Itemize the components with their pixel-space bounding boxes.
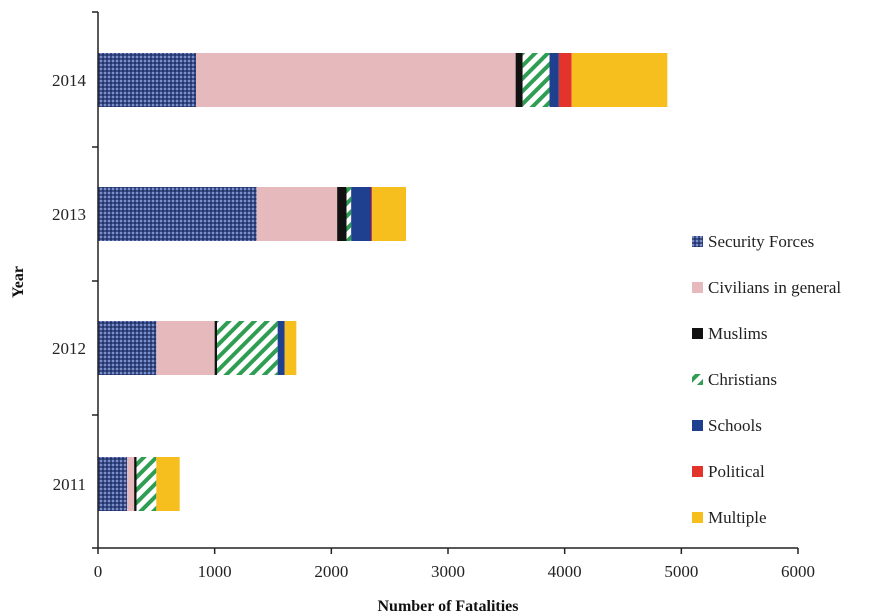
legend-label-political: Political (708, 462, 765, 481)
legend-swatch-political (692, 466, 703, 477)
bar-2013-security-forces (98, 187, 257, 241)
bar-2014-security-forces (98, 53, 196, 107)
legend-swatch-christians (692, 374, 703, 385)
bar-2014-christians (522, 53, 550, 107)
x-tick-label: 4000 (548, 562, 582, 581)
bar-2012-schools (277, 321, 285, 375)
y-ticks-group: 2014 2013 2012 2011 (52, 11, 98, 549)
bars-group (98, 53, 668, 511)
bar-2013-civilians-in-general (256, 187, 338, 241)
bar-2013-political (371, 187, 373, 241)
bar-2014-muslims (515, 53, 523, 107)
x-axis-title: Number of Fatalities (377, 598, 518, 615)
legend-swatch-muslims (692, 328, 703, 339)
legend-label-security-forces: Security Forces (708, 232, 814, 251)
x-tick-label: 2000 (314, 562, 348, 581)
bar-2013-muslims (337, 187, 347, 241)
bar-2011-multiple (156, 457, 180, 511)
bar-2011-christians (136, 457, 157, 511)
bar-2014-political (558, 53, 572, 107)
legend-label-multiple: Multiple (708, 508, 767, 527)
legend-label-schools: Schools (708, 416, 762, 435)
bar-2014-multiple (571, 53, 668, 107)
legend-label-christians: Christians (708, 370, 777, 389)
y-tick-label-2012: 2012 (52, 339, 86, 358)
legend-label-civilians-in-general: Civilians in general (708, 278, 841, 297)
legend-swatch-security-forces (692, 236, 703, 247)
legend-swatch-civilians-in-general (692, 282, 703, 293)
x-tick-label: 3000 (431, 562, 465, 581)
legend: Security Forces Civilians in general Musli… (692, 232, 841, 527)
bar-2012-civilians-in-general (156, 321, 215, 375)
bar-2013-multiple (372, 187, 406, 241)
legend-label-muslims: Muslims (708, 324, 768, 343)
y-axis-title: Year (10, 266, 27, 298)
x-tick-label: 5000 (664, 562, 698, 581)
y-tick-label-2014: 2014 (52, 71, 87, 90)
bar-2012-christians (217, 321, 278, 375)
legend-swatch-schools (692, 420, 703, 431)
bar-2012-muslims (214, 321, 217, 375)
bar-2014-civilians-in-general (196, 53, 516, 107)
bar-2012-security-forces (98, 321, 157, 375)
y-tick-label-2011: 2011 (53, 475, 86, 494)
bar-2013-schools (351, 187, 371, 241)
x-tick-label: 6000 (781, 562, 815, 581)
y-tick-label-2013: 2013 (52, 205, 86, 224)
bar-2011-security-forces (98, 457, 128, 511)
x-tick-label: 1000 (198, 562, 232, 581)
bar-2011-civilians-in-general (127, 457, 135, 511)
bar-2014-schools (549, 53, 559, 107)
legend-swatch-multiple (692, 512, 703, 523)
x-ticks-group: 0 1000 2000 3000 4000 5000 6000 (94, 548, 815, 581)
bar-2011-muslims (134, 457, 137, 511)
bar-2013-christians (346, 187, 352, 241)
x-tick-label: 0 (94, 562, 103, 581)
bar-2012-multiple (284, 321, 297, 375)
